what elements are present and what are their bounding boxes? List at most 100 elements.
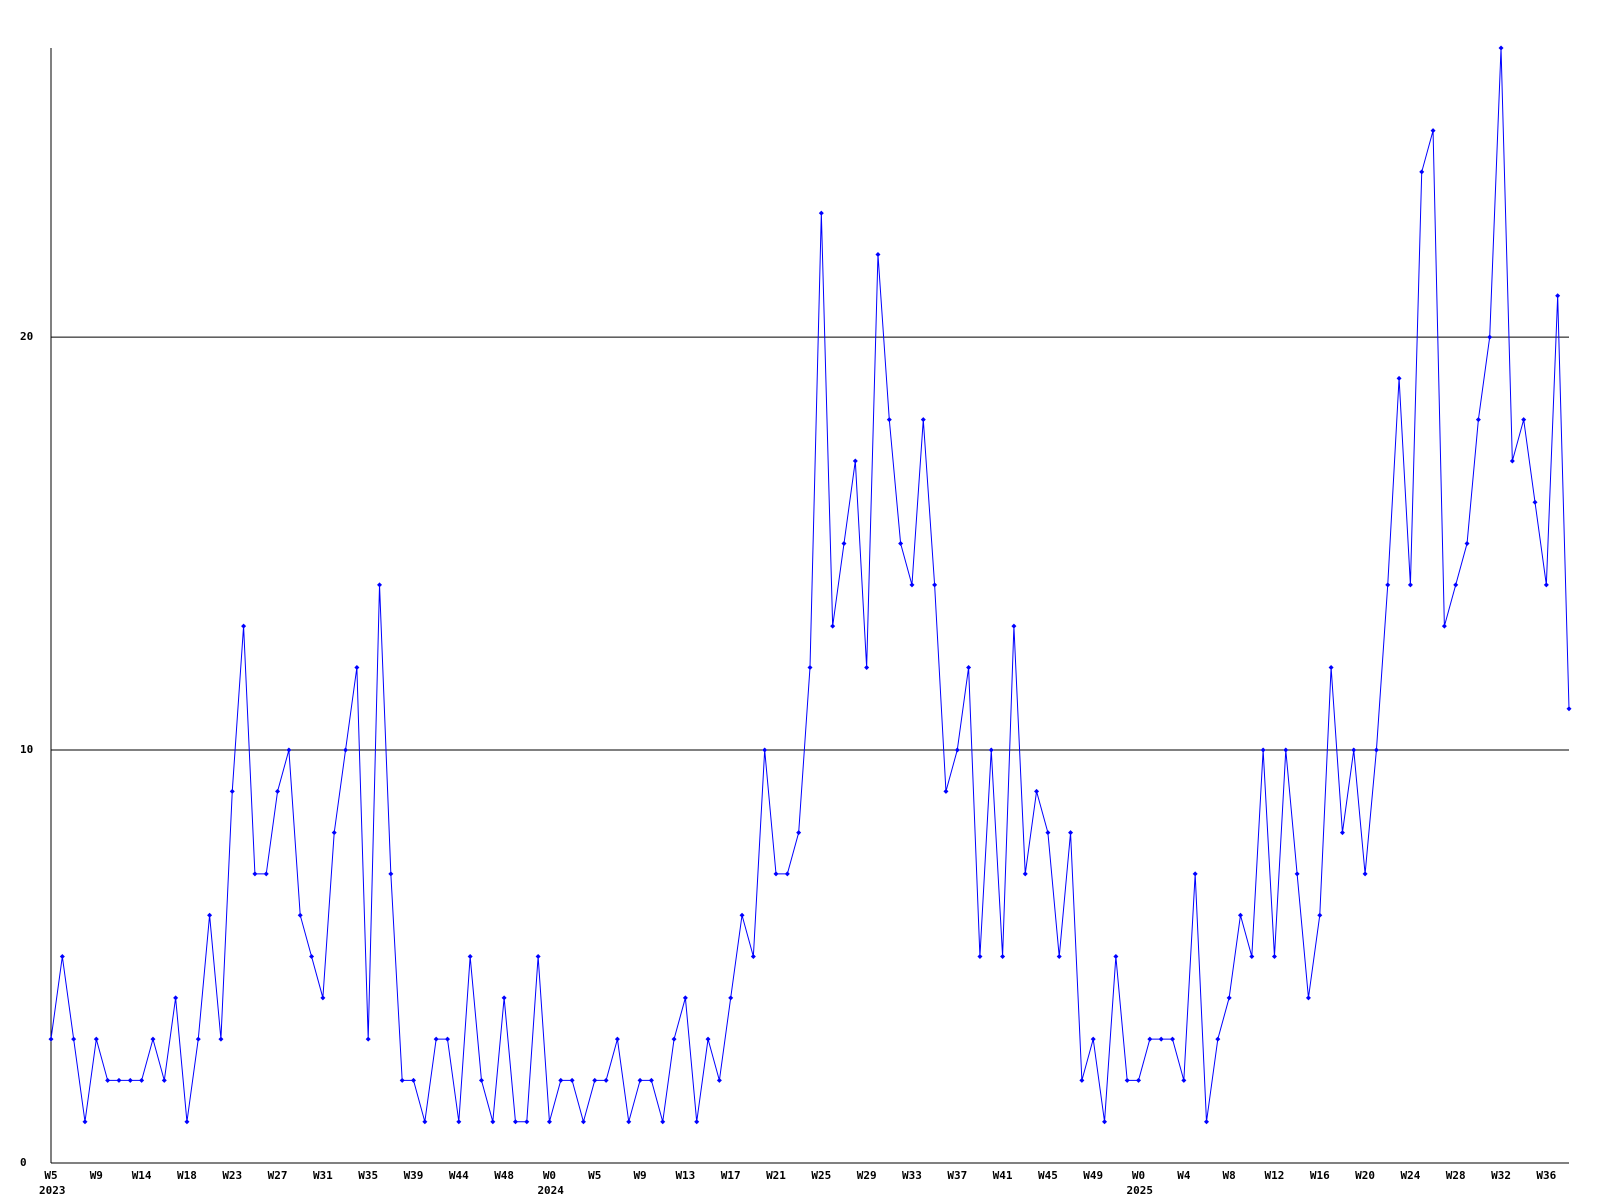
data-point (852, 458, 858, 464)
x-tick-label: W20 (1355, 1169, 1375, 1182)
data-point (161, 1077, 167, 1083)
x-tick-label: W17 (721, 1169, 741, 1182)
data-point (1068, 830, 1074, 836)
data-point (841, 541, 847, 547)
x-tick-label: W16 (1310, 1169, 1330, 1182)
data-point (818, 210, 824, 216)
x-tick-label: W9 (633, 1169, 646, 1182)
data-point (1283, 747, 1289, 753)
x-group-label: 2024 (537, 1184, 564, 1197)
data-point (694, 1119, 700, 1125)
data-point (501, 995, 507, 1001)
y-tick-label: 20 (20, 330, 33, 343)
data-point (1056, 954, 1062, 960)
data-point (343, 747, 349, 753)
data-point (830, 623, 836, 629)
data-point (263, 871, 269, 877)
data-point (807, 664, 813, 670)
data-point (309, 954, 315, 960)
data-point (1532, 499, 1538, 505)
x-group-label: 2025 (1127, 1184, 1154, 1197)
data-point (739, 912, 745, 918)
data-point (252, 871, 258, 877)
data-point (875, 251, 881, 257)
data-point (1000, 954, 1006, 960)
data-point (660, 1119, 666, 1125)
data-point (82, 1119, 88, 1125)
data-point (932, 582, 938, 588)
data-point (1136, 1077, 1142, 1083)
x-tick-label: W14 (132, 1169, 152, 1182)
x-tick-label: W27 (268, 1169, 288, 1182)
x-tick-label: W37 (947, 1169, 967, 1182)
data-point (569, 1077, 575, 1083)
x-tick-label: W23 (222, 1169, 242, 1182)
data-point (864, 664, 870, 670)
data-point (1328, 664, 1334, 670)
data-point (59, 954, 65, 960)
data-point (1113, 954, 1119, 960)
x-tick-label: W28 (1446, 1169, 1466, 1182)
x-tick-label: W44 (449, 1169, 469, 1182)
data-point (1079, 1077, 1085, 1083)
data-point (1407, 582, 1413, 588)
data-point (1317, 912, 1323, 918)
data-point (422, 1119, 428, 1125)
data-point (1124, 1077, 1130, 1083)
data-point (558, 1077, 564, 1083)
data-point (886, 417, 892, 423)
data-point (354, 664, 360, 670)
x-tick-label: W32 (1491, 1169, 1511, 1182)
data-point (1487, 334, 1493, 340)
data-point (750, 954, 756, 960)
data-point (399, 1077, 405, 1083)
data-point (1226, 995, 1232, 1001)
data-point (1215, 1036, 1221, 1042)
data-point (150, 1036, 156, 1042)
data-point (207, 912, 213, 918)
data-point (1147, 1036, 1153, 1042)
data-point (1475, 417, 1481, 423)
x-tick-label: W41 (993, 1169, 1013, 1182)
x-tick-label: W21 (766, 1169, 786, 1182)
data-point (184, 1119, 190, 1125)
data-point (716, 1077, 722, 1083)
data-point (637, 1077, 643, 1083)
x-tick-label: W33 (902, 1169, 922, 1182)
data-point (728, 995, 734, 1001)
data-point (762, 747, 768, 753)
data-point (920, 417, 926, 423)
data-point (1385, 582, 1391, 588)
data-point (784, 871, 790, 877)
data-point (1237, 912, 1243, 918)
data-point (603, 1077, 609, 1083)
data-point (433, 1036, 439, 1042)
data-point (1453, 582, 1459, 588)
x-tick-label: W39 (404, 1169, 424, 1182)
data-point (467, 954, 473, 960)
data-point (1373, 747, 1379, 753)
data-point (1181, 1077, 1187, 1083)
x-tick-label: W9 (90, 1169, 103, 1182)
data-point (365, 1036, 371, 1042)
x-group-label: 2023 (39, 1184, 66, 1197)
x-tick-label: W31 (313, 1169, 333, 1182)
data-point (229, 788, 235, 794)
x-tick-label: W24 (1400, 1169, 1420, 1182)
x-tick-label: W48 (494, 1169, 514, 1182)
data-point (898, 541, 904, 547)
data-point (1271, 954, 1277, 960)
data-point (796, 830, 802, 836)
data-line (50, 47, 1570, 1124)
data-point (524, 1119, 530, 1125)
y-tick-label: 0 (20, 1156, 27, 1169)
x-tick-label: W12 (1265, 1169, 1285, 1182)
data-point (909, 582, 915, 588)
data-point (139, 1077, 145, 1083)
data-point (331, 830, 337, 836)
x-tick-label: W13 (675, 1169, 695, 1182)
x-tick-label: W0 (543, 1169, 556, 1182)
data-point (320, 995, 326, 1001)
data-point (580, 1119, 586, 1125)
data-point (48, 1036, 54, 1042)
